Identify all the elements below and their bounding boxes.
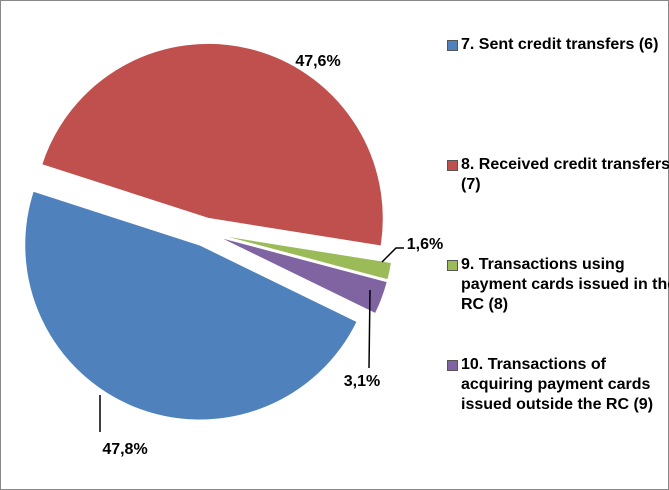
legend-label: 7. Sent credit transfers (6) [461,36,659,53]
legend-swatch [447,40,458,51]
legend-swatch [447,160,458,171]
legend-label: 10. Transactions of acquiring payment ca… [461,356,654,413]
pie-slice [217,236,388,315]
data-label: 47,8% [102,441,147,458]
legend-item: 10. Transactions of acquiring payment ca… [445,355,669,415]
data-label: 3,1% [344,373,380,390]
leader-line [368,289,371,369]
legend-swatch [447,360,458,371]
legend-label: 8. Received credit transfers (7) [461,156,669,193]
pie-slice [24,190,358,421]
legend-label: 9. Transactions using payment cards issu… [461,256,669,313]
data-label: 47,6% [295,53,340,70]
legend-item: 7. Sent credit transfers (6) [445,35,669,55]
data-label: 1,6% [407,236,443,253]
pie-slice [41,42,384,247]
legend-item: 9. Transactions using payment cards issu… [445,255,669,315]
legend-item: 8. Received credit transfers (7) [445,155,669,195]
legend-swatch [447,260,458,271]
pie-slice [218,234,393,281]
leader-line [381,247,404,263]
